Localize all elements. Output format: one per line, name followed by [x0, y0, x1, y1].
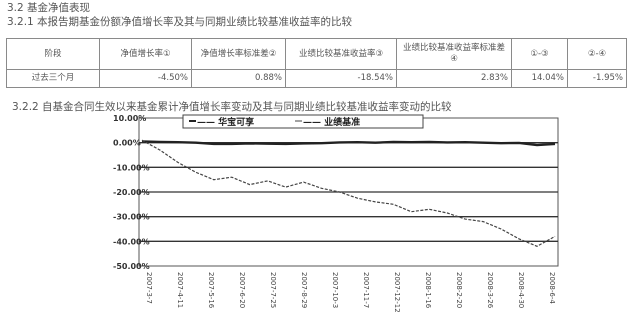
x-tick-label: 2007-4-11	[176, 272, 184, 308]
x-tick-label: 2008-4-30	[517, 272, 525, 308]
x-tick-label: 2007-12-12	[393, 272, 401, 313]
x-tick-label: 2008-1-16	[424, 272, 432, 309]
y-tick-label: 10.00%	[113, 114, 146, 123]
chart-series-lines	[141, 139, 556, 247]
table-cell: 过去三个月	[6, 69, 100, 88]
table-header: 净值增长率①	[99, 38, 192, 70]
x-tick-label: 2008-3-26	[486, 272, 494, 309]
y-tick-label: 0.00%	[113, 139, 141, 148]
y-tick-label: -10.00%	[113, 163, 150, 172]
series-line-fund	[141, 140, 556, 147]
table-cell: 2.83%	[396, 69, 512, 88]
table-header: ①-③	[511, 38, 568, 70]
y-tick-label: -40.00%	[113, 237, 150, 246]
section-heading-table: 3.2.1 本报告期基金份额净值增长率及其与同期业绩比较基准收益率的比较	[7, 16, 353, 28]
section-heading-chart: 3.2.2 自基金合同生效以来基金累计净值增长率变动及其与同期业绩比较基准收益率…	[12, 101, 452, 113]
legend-label-benchmark: —— 业绩基准	[303, 116, 360, 128]
x-tick-label: 2007-5-16	[207, 272, 215, 309]
x-tick-label: 2007-6-20	[238, 272, 246, 308]
chart-y-ticks: 10.00% 0.00% -10.00% -20.00% -30.00% -40.00% -…	[113, 114, 150, 271]
x-tick-label: 2007-11-7	[362, 272, 370, 308]
chart-legend: —— 华宝可享 —— 业绩基准	[182, 114, 424, 129]
legend-label-fund: —— 华宝可享	[197, 116, 254, 128]
y-tick-label: -50.00%	[113, 262, 150, 271]
x-tick-label: 2008-2-20	[455, 272, 463, 308]
chart-x-ticks: 2007-3-7 2007-4-11 2007-5-16 2007-6-20 2007-…	[145, 272, 556, 313]
x-tick-label: 2007-10-3	[331, 272, 339, 308]
series-line-benchmark	[141, 139, 556, 247]
x-tick-label: 2008-6-4	[548, 272, 556, 304]
table-cell: -1.95%	[567, 69, 627, 88]
legend-box	[182, 114, 424, 129]
y-tick-label: -30.00%	[113, 213, 150, 222]
x-tick-label: 2007-7-25	[269, 272, 277, 308]
x-tick-label: 2007-3-7	[145, 272, 153, 304]
performance-table: 阶段 净值增长率① 净值增长率标准差② 业绩比较基准收益率③ 业绩比较基准收益率…	[6, 38, 627, 88]
table-row: 过去三个月 -4.50% 0.88% -18.54% 2.83% 14.04% …	[6, 69, 627, 88]
x-tick-label: 2007-8-29	[300, 272, 308, 308]
table-cell: -4.50%	[99, 69, 192, 88]
y-tick-label: -20.00%	[113, 188, 150, 197]
section-heading-fund-performance: 3.2 基金净值表现	[7, 2, 91, 14]
